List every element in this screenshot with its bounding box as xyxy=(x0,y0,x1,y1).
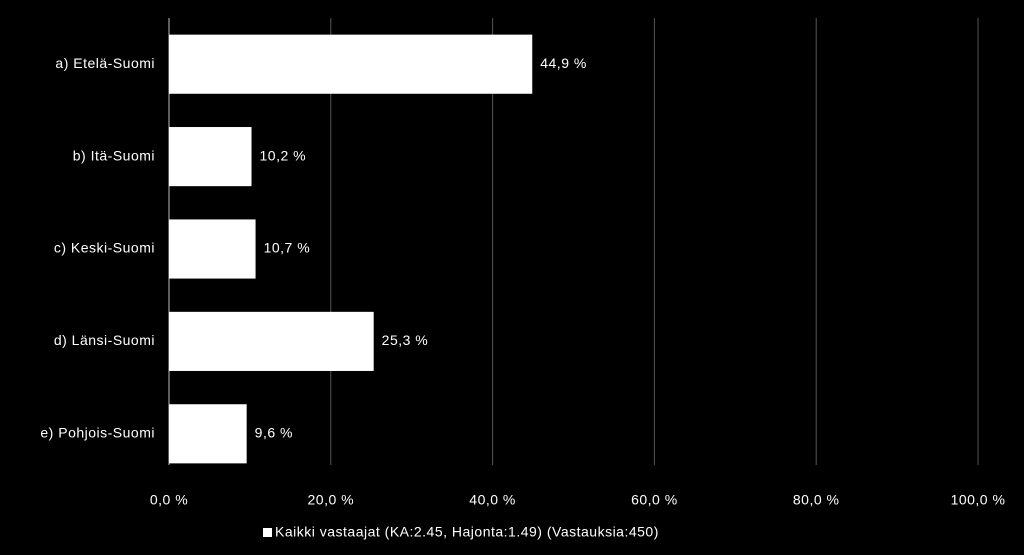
value-label: 44,9 % xyxy=(540,55,587,71)
legend-label: Kaikki vastaajat (KA:2.45, Hajonta:1.49)… xyxy=(275,524,659,540)
y-tick-label: b) Itä-Suomi xyxy=(73,147,155,163)
bar xyxy=(169,219,256,279)
x-tick-label: 20,0 % xyxy=(308,492,355,508)
bar xyxy=(169,311,374,371)
value-label: 25,3 % xyxy=(382,332,429,348)
bar xyxy=(169,127,252,187)
x-tick-label: 60,0 % xyxy=(631,492,678,508)
x-tick-label: 100,0 % xyxy=(951,492,1006,508)
legend-marker xyxy=(263,528,272,537)
bar xyxy=(169,404,247,464)
x-tick-label: 40,0 % xyxy=(469,492,516,508)
value-label: 10,2 % xyxy=(260,147,307,163)
y-tick-label: e) Pohjois-Suomi xyxy=(40,425,155,441)
x-tick-label: 80,0 % xyxy=(793,492,840,508)
value-label: 10,7 % xyxy=(264,240,311,256)
y-tick-label: a) Etelä-Suomi xyxy=(55,55,155,71)
bar xyxy=(169,34,533,94)
value-label: 9,6 % xyxy=(255,425,293,441)
x-tick-label: 0,0 % xyxy=(150,492,188,508)
y-tick-label: c) Keski-Suomi xyxy=(54,240,155,256)
y-tick-label: d) Länsi-Suomi xyxy=(54,332,155,348)
